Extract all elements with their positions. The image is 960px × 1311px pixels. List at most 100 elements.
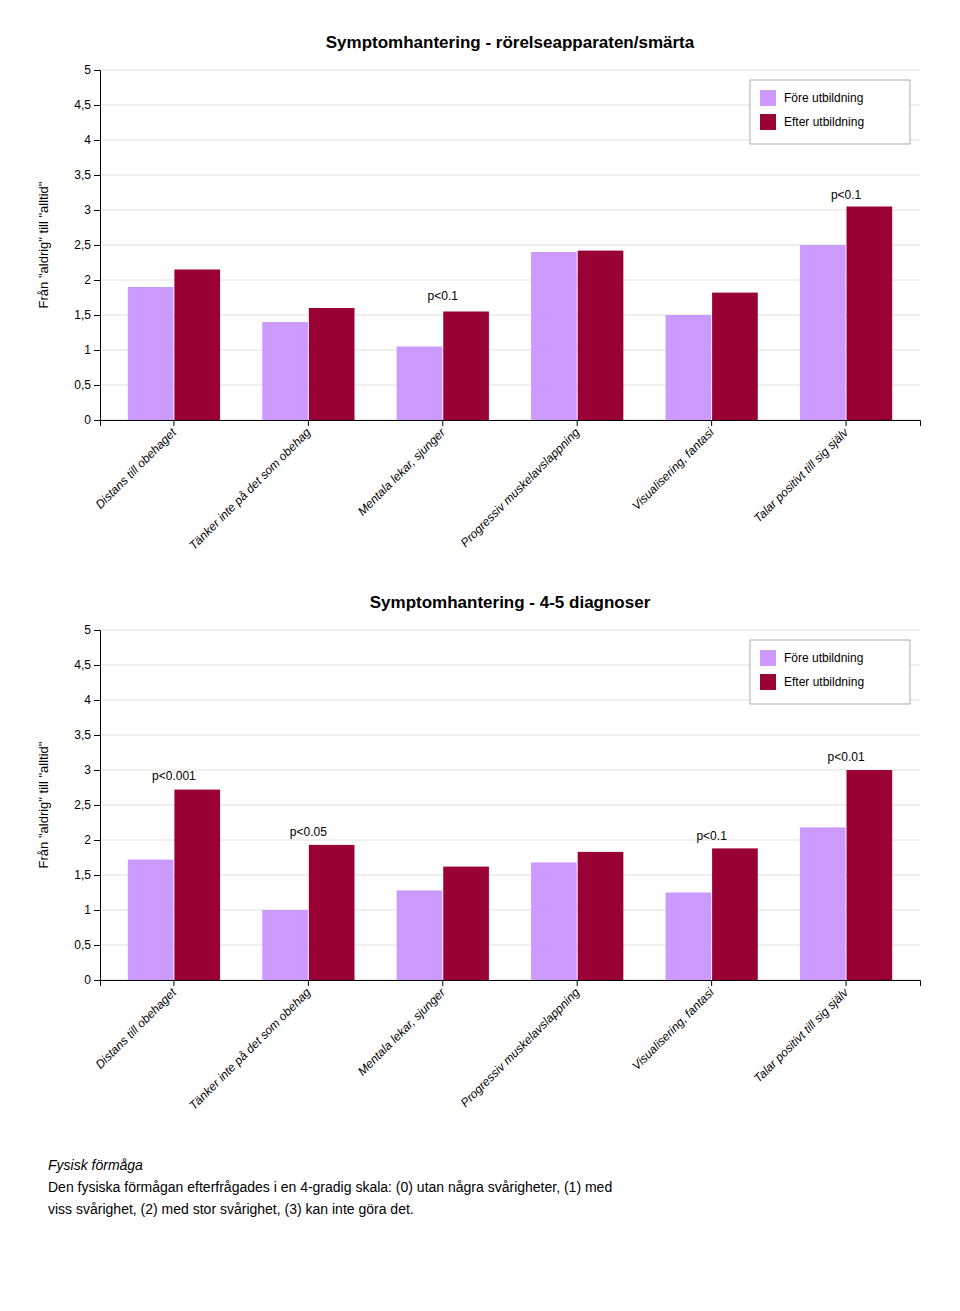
grid-line: [100, 735, 920, 736]
bar: [847, 770, 893, 980]
tick: Progressiv muskelavslappning: [458, 980, 583, 1110]
tick-label: Progressiv muskelavslappning: [458, 985, 583, 1110]
annotation: p<0.1: [696, 829, 727, 843]
tick: Visualisering, fantasi: [629, 980, 717, 1073]
tick: 2,5: [74, 238, 100, 252]
grid: [100, 630, 920, 980]
title: Symptomhantering - rörelseapparaten/smär…: [326, 33, 695, 52]
axis-line: [94, 631, 101, 981]
legend-frame: [750, 640, 910, 704]
tick: 4: [84, 693, 100, 707]
tick: 1,5: [74, 868, 100, 882]
grid-line: [100, 630, 920, 631]
x-axis: Distans till obehagetTänker inte på det …: [93, 980, 921, 1113]
legend-item: Före utbildning: [760, 90, 863, 106]
tick-mark: [94, 140, 100, 141]
legend-frame: [750, 80, 910, 144]
tick-mark: [94, 805, 100, 806]
tick: 2: [84, 273, 100, 287]
tick-mark: [173, 420, 174, 426]
tick: Distans till obehaget: [93, 420, 180, 512]
tick-mark: [94, 700, 100, 701]
bar: [666, 315, 712, 420]
title: Symptomhantering - 4-5 diagnoser: [370, 593, 651, 612]
tick: 1,5: [74, 308, 100, 322]
bar: [443, 312, 489, 421]
grid-line: [100, 770, 920, 771]
bar: [800, 245, 846, 420]
tick-mark: [94, 175, 100, 176]
tick-label: 4,5: [74, 98, 91, 112]
tick-label: 3: [84, 763, 91, 777]
bar: [128, 860, 174, 980]
tick-label: Tänker inte på det som obehag: [186, 425, 314, 553]
legend-swatch: [760, 90, 776, 106]
grid-line: [100, 805, 920, 806]
tick-label: 0: [84, 973, 91, 987]
tick: Tänker inte på det som obehag: [186, 420, 314, 553]
tick-mark: [846, 420, 847, 426]
bar: [397, 347, 443, 421]
axis-line: [94, 71, 101, 421]
grid-line: [100, 245, 920, 246]
tick-mark: [94, 385, 100, 386]
tick-label: Visualisering, fantasi: [629, 425, 717, 513]
tick-mark: [577, 980, 578, 986]
tick: 3: [84, 203, 100, 217]
tick: Tänker inte på det som obehag: [186, 980, 314, 1113]
bar: [800, 827, 846, 980]
bar: [128, 287, 174, 420]
tick-label: 1: [84, 903, 91, 917]
tick: 2: [84, 833, 100, 847]
axis-line: [101, 981, 921, 987]
legend-swatch: [760, 674, 776, 690]
tick-mark: [94, 735, 100, 736]
tick-label: Progressiv muskelavslappning: [458, 425, 583, 550]
tick-mark: [308, 420, 309, 426]
tick-mark: [94, 70, 100, 71]
tick: 3,5: [74, 728, 100, 742]
grid-line: [100, 70, 920, 71]
footnote-line: Den fysiska förmågan efterfrågades i en …: [48, 1179, 612, 1195]
annotations: p<0.1p<0.1: [428, 188, 862, 304]
chart: 00,511,522,533,544,55Distans till obehag…: [36, 33, 921, 553]
bar: [262, 910, 308, 980]
tick: 3,5: [74, 168, 100, 182]
grid-line: [100, 910, 920, 911]
tick: 0: [84, 973, 100, 987]
y-axis: 00,511,522,533,544,55: [74, 623, 100, 987]
tick-label: 3: [84, 203, 91, 217]
tick-label: 3,5: [74, 168, 91, 182]
chart: 00,511,522,533,544,55Distans till obehag…: [36, 593, 921, 1113]
tick: 0,5: [74, 378, 100, 392]
tick: 2,5: [74, 798, 100, 812]
bar: [174, 790, 220, 980]
tick-mark: [94, 980, 100, 981]
tick-mark: [94, 105, 100, 106]
annotation: p<0.1: [831, 188, 862, 202]
annotation: p<0.05: [290, 825, 327, 839]
legend-label: Före utbildning: [784, 91, 863, 105]
bar: [262, 322, 308, 420]
tick-label: 2,5: [74, 798, 91, 812]
tick: 5: [84, 63, 100, 77]
tick: 1: [84, 903, 100, 917]
tick-label: Distans till obehaget: [93, 425, 180, 512]
tick-mark: [173, 980, 174, 986]
tick-label: 2: [84, 833, 91, 847]
bars: [128, 770, 892, 980]
tick-mark: [94, 210, 100, 211]
footnote-line: viss svårighet, (2) med stor svårighet, …: [48, 1201, 414, 1217]
page: 0 0,5 1 1,5 2 2,5 3 3,5 4 4,5 5 Distans till obehag…: [0, 0, 960, 1311]
grid-line: [100, 945, 920, 946]
tick-label: Talar positivt till sig själv: [751, 985, 852, 1086]
tick: 5: [84, 623, 100, 637]
grid-line: [100, 175, 920, 176]
tick-mark: [846, 980, 847, 986]
bar-series: [174, 770, 892, 980]
bar: [531, 862, 577, 980]
bar-series: [128, 245, 846, 420]
bar: [397, 890, 443, 980]
tick: Progressiv muskelavslappning: [458, 420, 583, 550]
tick-label: Talar positivt till sig själv: [751, 425, 852, 526]
